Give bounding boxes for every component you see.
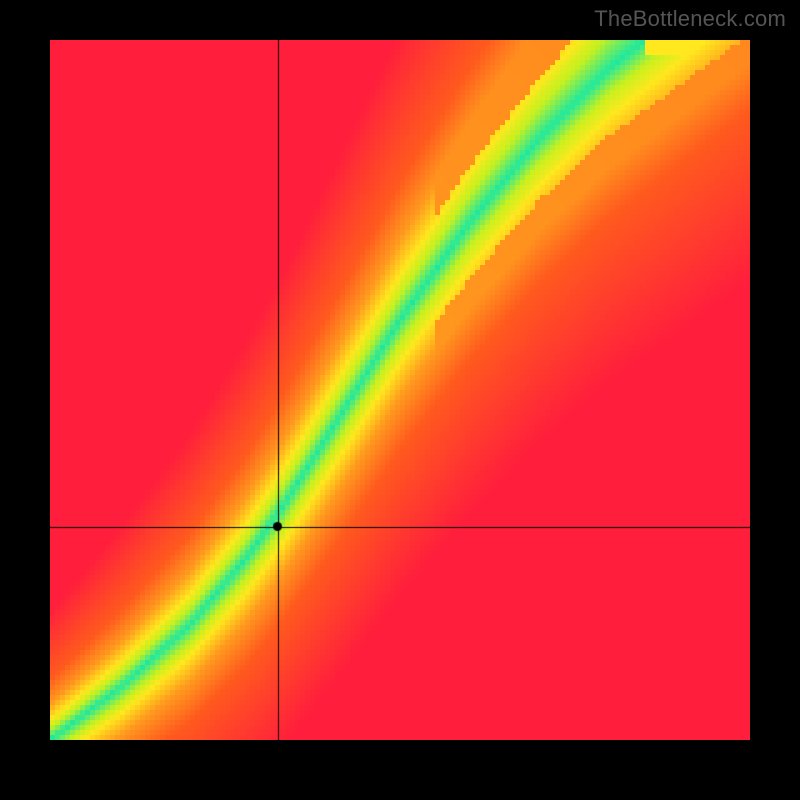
watermark-text: TheBottleneck.com <box>594 6 786 32</box>
bottleneck-heatmap <box>50 40 750 740</box>
root: TheBottleneck.com <box>0 0 800 800</box>
